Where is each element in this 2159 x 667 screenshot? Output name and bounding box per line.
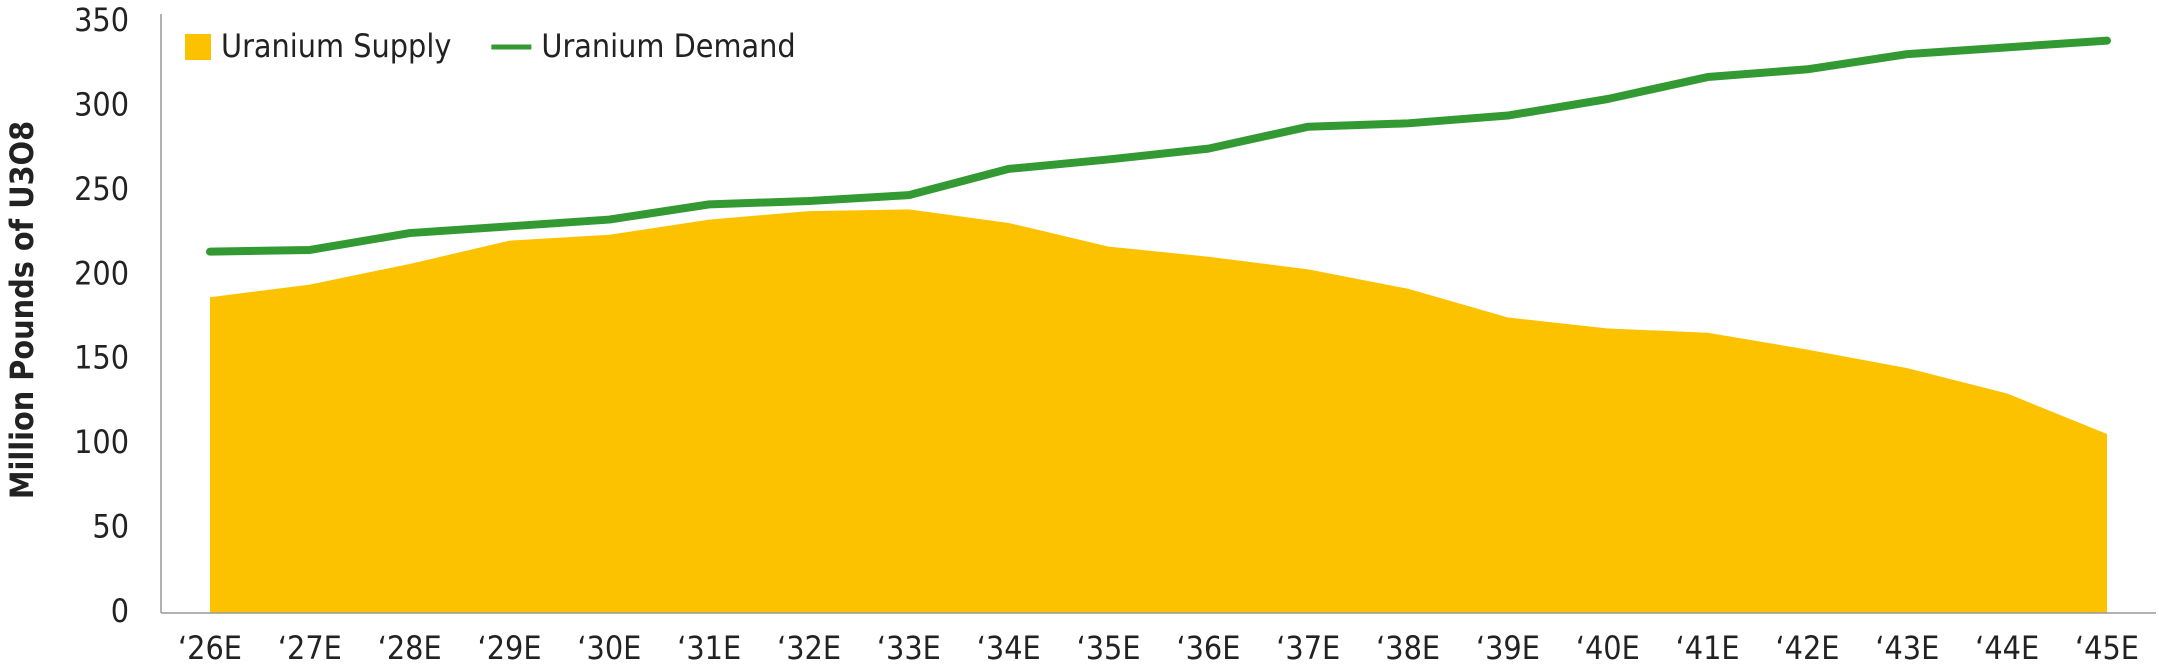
y-tick-label: 0 <box>111 592 129 630</box>
y-tick-label: 150 <box>74 339 129 377</box>
x-tick-label: ‘44E <box>1975 629 2039 667</box>
x-tick-label: ‘38E <box>1376 629 1440 667</box>
x-tick-label: ‘33E <box>877 629 941 667</box>
y-tick-label: 250 <box>74 170 129 208</box>
x-tick-label: ‘41E <box>1676 629 1740 667</box>
area <box>210 209 2107 613</box>
x-tick-label: ‘31E <box>677 629 741 667</box>
line <box>206 36 2111 256</box>
x-tick-label: ‘36E <box>1176 629 1240 667</box>
x-tick-label: ‘32E <box>777 629 841 667</box>
x-tick-label: ‘40E <box>1576 629 1640 667</box>
x-tick-label: ‘45E <box>2075 629 2139 667</box>
legend-label: Uranium Supply <box>221 27 451 65</box>
x-tick-label: ‘39E <box>1476 629 1540 667</box>
x-tick-label: ‘35E <box>1077 629 1141 667</box>
y-tick-label: 100 <box>74 423 129 461</box>
y-axis-label: Million Pounds of U3O8 <box>3 121 41 499</box>
y-tick-label: 50 <box>92 508 129 546</box>
x-tick-label: ‘28E <box>378 629 442 667</box>
x-tick-label: ‘27E <box>278 629 342 667</box>
legend-swatch <box>185 34 211 60</box>
x-tick-label: ‘37E <box>1276 629 1340 667</box>
x-tick-label: ‘26E <box>178 629 242 667</box>
x-tick-label: ‘29E <box>478 629 542 667</box>
x-tick-label: ‘43E <box>1875 629 1939 667</box>
x-tick-label: ‘30E <box>577 629 641 667</box>
x-tick-label: ‘42E <box>1775 629 1839 667</box>
y-tick-label: 350 <box>74 1 129 39</box>
x-tick-label: ‘34E <box>977 629 1041 667</box>
legend-label: Uranium Demand <box>541 27 795 65</box>
y-tick-label: 200 <box>74 254 129 292</box>
y-tick-label: 300 <box>74 85 129 123</box>
